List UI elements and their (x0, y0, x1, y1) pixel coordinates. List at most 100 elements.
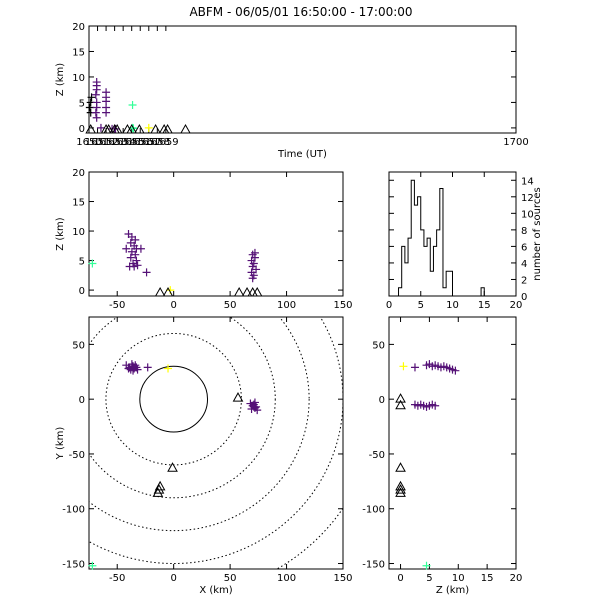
z-plan-station (395, 487, 406, 497)
y-tick-label: -50 (69, 450, 85, 461)
z-plan-source (431, 401, 440, 410)
y-tick-label: 0 (79, 124, 85, 135)
x-tick-label: -50 (109, 300, 125, 311)
plot-frame (388, 316, 517, 570)
x-tick-label: 5 (426, 573, 432, 584)
y-tick-label: 0 (79, 286, 85, 297)
time-height-source (102, 108, 111, 117)
time-height-source (92, 113, 101, 122)
time-height-station (111, 123, 123, 134)
time-height-station (85, 123, 97, 134)
z-plan-station (395, 393, 406, 403)
time-height-source (92, 103, 101, 112)
x-height-source (126, 253, 135, 262)
plan-source (250, 398, 259, 407)
z-plan-source (399, 362, 408, 371)
x-height-source (131, 250, 140, 259)
x-tick-label: 1653 (102, 137, 127, 148)
time-height-source (96, 123, 105, 132)
x-height-panel: -50 0 50 100 150 0 5 10 15 20 Z (km) (55, 168, 353, 311)
y-axis-label: Y (km) (55, 427, 66, 461)
z-plan-panel: 0 5 10 15 20 50 0 -50 -100 -150 Z (km) (362, 316, 523, 596)
x-height-source (133, 261, 142, 270)
x-tick-label: 1654 (110, 137, 135, 148)
plan-source (129, 366, 138, 375)
plan-station (167, 462, 178, 472)
plan-station (154, 480, 166, 491)
y-tick-label: -150 (62, 560, 85, 571)
y-tick-label: -150 (362, 560, 385, 571)
histogram-outline (398, 179, 488, 297)
plot-frame (88, 316, 344, 570)
x-axis-label: Z (km) (436, 585, 469, 596)
y-tick-label: -100 (362, 505, 385, 516)
range-ring (89, 317, 310, 532)
z-plan-source (410, 363, 419, 372)
x-tick-label: 1658 (145, 137, 170, 148)
y-tick-label: 6 (521, 242, 527, 253)
y-tick-label: 15 (72, 198, 85, 209)
y-tick-label: 50 (72, 340, 85, 351)
x-tick-label: 1659 (153, 137, 178, 148)
x-tick-label: 0 (170, 573, 176, 584)
plan-source (164, 364, 173, 373)
y-tick-label: 15 (72, 47, 85, 58)
x-tick-label: 15 (481, 573, 494, 584)
z-plan-source (422, 561, 431, 570)
time-height-source (128, 100, 137, 109)
plan-source (247, 405, 256, 414)
time-height-source (92, 85, 101, 94)
x-height-source (88, 259, 97, 268)
time-height-source (85, 103, 94, 112)
time-height-station (134, 123, 145, 134)
y-tick-label: 14 (521, 176, 534, 187)
y-tick-label: 12 (521, 193, 534, 204)
time-height-source (87, 93, 96, 102)
x-tick-label: 1651 (85, 137, 110, 148)
y-tick-label: 2 (521, 275, 527, 286)
x-tick-label: 50 (224, 573, 237, 584)
z-plan-source (451, 366, 460, 375)
x-tick-label: 0 (397, 573, 403, 584)
x-height-source (122, 244, 131, 253)
x-tick-label: 150 (333, 300, 352, 311)
plan-source (133, 365, 142, 374)
range-ring (105, 332, 242, 466)
x-tick-label: 1655 (119, 137, 144, 148)
time-height-source (144, 123, 153, 132)
x-tick-label: 20 (510, 573, 523, 584)
x-height-source (142, 268, 151, 277)
time-height-source (91, 90, 100, 99)
range-ring (89, 317, 343, 564)
x-tick-label: 5 (418, 300, 424, 311)
x-height-station (233, 286, 245, 297)
x-tick-label: 150 (333, 573, 352, 584)
y-tick-label: 0 (79, 395, 85, 406)
z-plan-station (395, 399, 406, 410)
y-tick-label: 20 (72, 168, 85, 179)
x-axis-label: X (km) (199, 585, 232, 596)
x-height-station (162, 286, 174, 297)
x-height-source (252, 265, 261, 274)
plan-station (232, 392, 244, 402)
time-height-station (162, 123, 173, 134)
plan-station (153, 484, 165, 494)
x-height-station (241, 286, 253, 297)
y-axis-label: number of sources (532, 187, 543, 280)
z-plan-station (395, 462, 406, 472)
range-rings (89, 317, 343, 569)
plan-source (88, 561, 97, 570)
x-tick-label: 10 (452, 573, 465, 584)
y-tick-label: 20 (72, 22, 85, 33)
time-height-station (126, 123, 138, 134)
plan-source (124, 364, 133, 373)
x-height-station (251, 286, 263, 297)
y-tick-label: 50 (372, 340, 385, 351)
x-axis-label: Time (UT) (277, 149, 327, 160)
x-tick-label: 50 (224, 300, 237, 311)
x-tick-label: 1700 (503, 137, 528, 148)
x-height-source (130, 262, 139, 271)
x-height-source (250, 248, 259, 257)
y-tick-label: 4 (521, 259, 527, 270)
